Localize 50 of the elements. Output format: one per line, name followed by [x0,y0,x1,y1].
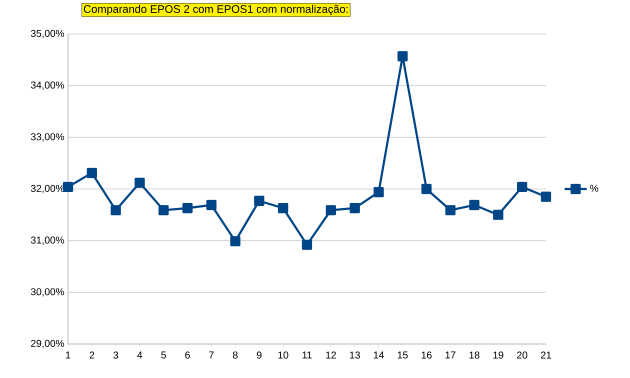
x-tick-label: 17 [446,352,456,358]
point [517,182,528,192]
point [421,184,432,194]
x-tick-label: 19 [493,352,504,359]
x-tick-label: 20 [517,352,528,359]
x-tick-label: 6 [185,352,190,359]
x-tick-label: 13 [350,352,360,359]
y-tick-label: 34,00% [30,82,64,90]
point [469,200,480,210]
point [254,196,264,206]
x-tick-label: 12 [326,352,336,359]
x-tick-label: 15 [398,352,408,359]
point [278,203,288,214]
point [158,205,169,216]
x-tick-label: 7 [209,352,214,358]
y-tick-label: 29,00% [31,340,64,348]
x-tick-label: 9 [256,352,262,359]
point [134,178,145,188]
y-tick-label: 35,00% [30,30,64,38]
y-tick-label: 33,00% [30,133,64,142]
legend-label: % [590,184,598,192]
point [62,182,74,192]
point [182,203,193,214]
point [206,200,216,210]
chart-title: Comparando EPOS 2 com EPOS1 com normalização: [84,4,348,16]
x-tick-label: 5 [161,352,166,359]
point [398,51,408,62]
point [493,210,504,220]
x-tick-label: 4 [137,352,142,358]
y-tick-label: 31,00% [30,236,64,245]
y-tick-label: 30,00% [30,288,64,296]
x-tick-label: 10 [278,352,288,359]
x-tick-label: 1 [66,352,70,358]
x-tick-label: 21 [540,352,552,359]
point [302,240,312,250]
x-tick-label: 3 [113,352,118,359]
x-tick-label: 14 [374,352,384,358]
point [230,236,240,246]
point [445,205,456,216]
point [110,205,121,216]
point [86,168,97,178]
x-tick-label: 18 [470,352,480,359]
point [326,205,336,216]
point [540,192,552,202]
x-tick-label: 8 [232,352,238,359]
x-tick-label: 16 [422,352,432,359]
point [350,203,360,214]
x-tick-label: 11 [302,352,312,358]
point [374,187,384,198]
x-tick-label: 2 [90,352,94,359]
